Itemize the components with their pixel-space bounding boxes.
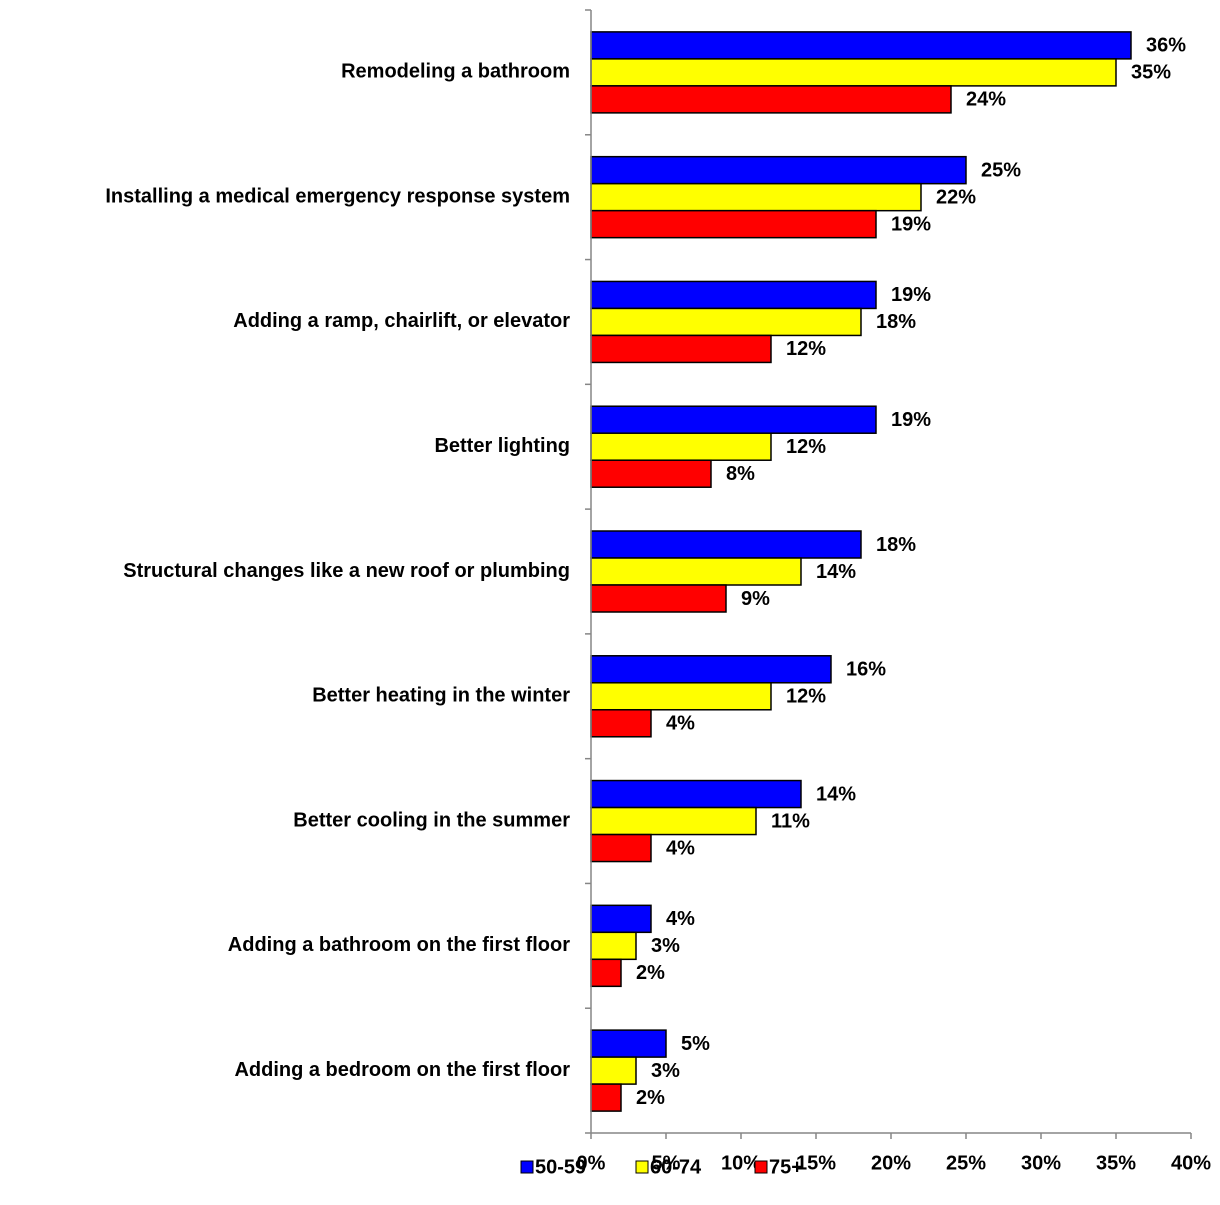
x-tick-label: 5% (652, 1152, 681, 1174)
bar (590, 833, 652, 863)
category-label: Better cooling in the summer (293, 809, 570, 831)
bar (590, 209, 877, 239)
x-tick-label: 0% (577, 1152, 606, 1174)
value-label: 35% (1131, 62, 1171, 84)
category-label: Installing a medical emergency response … (105, 185, 570, 207)
category-label: Adding a bedroom on the first floor (234, 1059, 570, 1081)
bar (590, 931, 637, 961)
bar (590, 334, 772, 364)
x-tick-label: 30% (1021, 1152, 1061, 1174)
value-label: 8% (726, 463, 755, 485)
x-tick-label: 20% (871, 1152, 911, 1174)
value-label: 36% (1146, 35, 1186, 57)
x-tick-label: 10% (721, 1152, 761, 1174)
category-label: Structural changes like a new roof or pl… (123, 560, 570, 582)
bar (590, 530, 862, 559)
bar (590, 459, 712, 488)
bar (590, 432, 772, 461)
value-label: 4% (666, 908, 695, 930)
value-label: 12% (786, 338, 826, 360)
bar (590, 182, 922, 212)
bar (590, 405, 877, 434)
value-label: 12% (786, 686, 826, 708)
value-label: 25% (981, 159, 1021, 181)
bar (590, 958, 622, 988)
value-label: 16% (846, 659, 886, 681)
category-label: Better heating in the winter (312, 685, 570, 707)
value-label: 11% (771, 810, 810, 832)
bar (590, 85, 952, 114)
x-tick-label: 25% (946, 1152, 986, 1174)
bar (590, 557, 802, 586)
value-label: 4% (666, 713, 695, 735)
x-tick-label: 35% (1096, 1152, 1136, 1174)
legend-swatch (635, 1160, 649, 1174)
bar (590, 155, 967, 185)
bar (590, 904, 652, 934)
value-label: 9% (741, 588, 770, 610)
legend-label: 50-59 (535, 1156, 586, 1178)
bar (590, 655, 832, 684)
bar (590, 1083, 622, 1112)
bar (590, 58, 1117, 87)
value-label: 19% (891, 409, 931, 431)
bar (590, 307, 862, 337)
value-label: 2% (636, 1087, 665, 1109)
value-label: 24% (966, 89, 1006, 111)
value-label: 18% (876, 311, 916, 333)
x-tick-label: 15% (796, 1152, 836, 1174)
bar (590, 709, 652, 738)
category-label: Better lighting (434, 435, 570, 457)
value-label: 4% (666, 837, 695, 859)
bar (590, 806, 757, 836)
legend-swatch (754, 1160, 768, 1174)
category-label: Adding a ramp, chairlift, or elevator (233, 310, 570, 332)
value-label: 5% (681, 1033, 710, 1055)
value-label: 19% (891, 284, 931, 306)
legend-label: 75+ (769, 1156, 803, 1178)
bar (590, 280, 877, 310)
x-tick-label: 40% (1171, 1152, 1211, 1174)
bar (590, 682, 772, 711)
value-label: 2% (636, 962, 665, 984)
legend-label: 60-74 (650, 1156, 702, 1178)
category-label: Adding a bathroom on the first floor (228, 934, 570, 956)
bar (590, 1029, 667, 1058)
value-label: 14% (816, 783, 856, 805)
category-label: Remodeling a bathroom (341, 61, 570, 83)
bar (590, 31, 1132, 60)
value-label: 22% (936, 186, 976, 208)
bar (590, 1056, 637, 1085)
value-label: 12% (786, 436, 826, 458)
bar (590, 779, 802, 809)
value-label: 3% (651, 1060, 680, 1082)
value-label: 14% (816, 561, 856, 583)
legend-swatch (520, 1160, 534, 1174)
value-label: 19% (891, 213, 931, 235)
value-label: 3% (651, 935, 680, 957)
bar (590, 584, 727, 613)
value-label: 18% (876, 534, 916, 556)
